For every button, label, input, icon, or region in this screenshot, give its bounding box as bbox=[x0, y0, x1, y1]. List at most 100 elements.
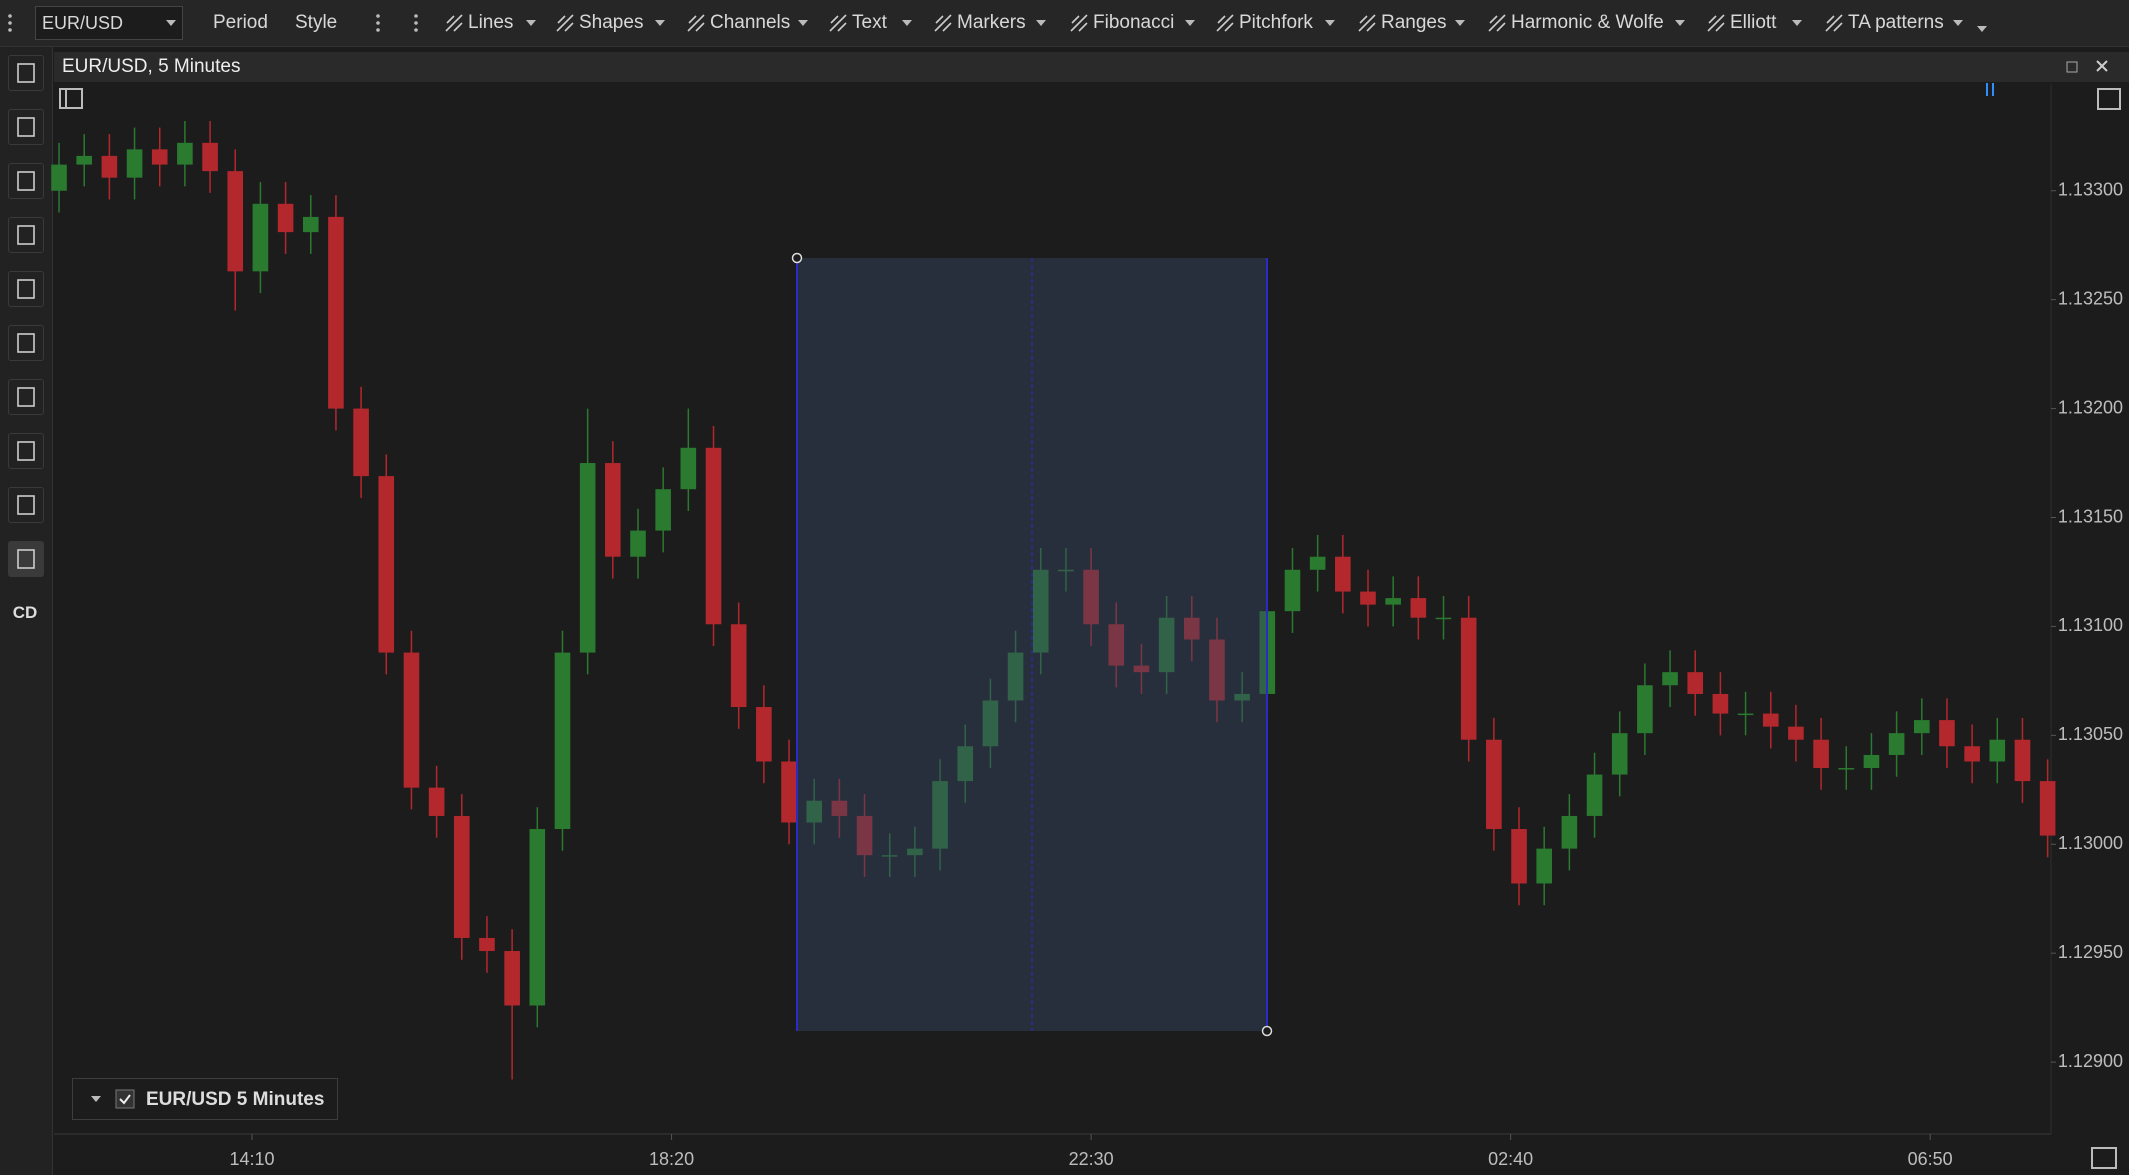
y-tick-label: 1.12950 bbox=[2058, 942, 2123, 962]
panel-icon bbox=[2091, 1147, 2117, 1169]
caret[interactable] bbox=[1953, 20, 1963, 26]
tool-button[interactable] bbox=[8, 217, 44, 253]
candle-body bbox=[982, 700, 999, 747]
dot bbox=[376, 28, 380, 32]
candle-body bbox=[1687, 672, 1704, 694]
tool-button[interactable]: Channels bbox=[710, 12, 791, 33]
candle-body bbox=[1133, 665, 1150, 673]
icon bbox=[17, 333, 35, 353]
tool-button[interactable]: Elliott bbox=[1730, 12, 1777, 33]
y-tick-label: 1.13250 bbox=[2058, 288, 2123, 308]
candle-body bbox=[1083, 569, 1099, 625]
tool-icon bbox=[556, 14, 574, 32]
candle-body bbox=[1183, 617, 1200, 640]
caret[interactable] bbox=[91, 1096, 101, 1102]
tool-button[interactable] bbox=[8, 163, 44, 199]
close[interactable] bbox=[2096, 60, 2108, 72]
dot bbox=[8, 14, 12, 18]
candle-body bbox=[1284, 569, 1301, 612]
candle-body bbox=[1788, 726, 1804, 740]
tool-icon bbox=[1216, 14, 1234, 32]
candle-body bbox=[1259, 611, 1276, 694]
tool-button[interactable]: Pitchfork bbox=[1239, 12, 1313, 33]
candle-body bbox=[1964, 746, 1980, 762]
tool-button[interactable] bbox=[8, 271, 44, 307]
candle-body bbox=[1939, 720, 1955, 747]
tool-icon bbox=[934, 14, 952, 32]
candle-body bbox=[126, 149, 143, 178]
legend-label: EUR/USD 5 Minutes bbox=[146, 1089, 325, 1110]
candle-body bbox=[756, 707, 772, 762]
tool-icon bbox=[1707, 14, 1725, 32]
caret[interactable] bbox=[1185, 20, 1195, 26]
candle-body bbox=[1511, 829, 1527, 884]
dot bbox=[8, 28, 12, 32]
y-tick-label: 1.13000 bbox=[2058, 833, 2123, 853]
tool-button[interactable] bbox=[8, 325, 44, 361]
caret[interactable] bbox=[655, 20, 665, 26]
drawing-toolbar: EUR/USD Period Style Lines Shapes Channels Te… bbox=[0, 0, 2129, 47]
candle-body bbox=[227, 171, 244, 272]
range-handle[interactable] bbox=[1261, 1025, 1273, 1037]
symbol: EUR/USD bbox=[42, 13, 124, 33]
candle-body bbox=[881, 855, 898, 857]
toolbar-button[interactable]: Period bbox=[213, 12, 268, 33]
cd-button[interactable]: CD bbox=[12, 603, 38, 622]
candle-body bbox=[1032, 569, 1049, 653]
maximize[interactable] bbox=[2066, 61, 2078, 73]
icon bbox=[1070, 14, 1088, 32]
symbol-select[interactable]: EUR/USD bbox=[35, 6, 183, 40]
caret[interactable] bbox=[1036, 20, 1046, 26]
tool-button[interactable]: Ranges bbox=[1381, 12, 1447, 33]
menu-dots bbox=[414, 14, 418, 32]
tool-button[interactable]: Lines bbox=[468, 12, 514, 33]
tool-button[interactable]: Text bbox=[852, 12, 887, 33]
caret[interactable] bbox=[798, 20, 808, 26]
candle-body bbox=[907, 848, 923, 856]
candle-body bbox=[328, 216, 344, 409]
caret[interactable] bbox=[1675, 20, 1685, 26]
y-tick-label: 1.13200 bbox=[2058, 397, 2123, 417]
candle-body bbox=[1435, 617, 1452, 620]
icon bbox=[1488, 14, 1506, 32]
tool-button[interactable] bbox=[8, 55, 44, 91]
tool-button[interactable]: Markers bbox=[957, 12, 1026, 33]
range-handle[interactable] bbox=[791, 252, 803, 264]
candle-body bbox=[302, 216, 319, 233]
caret[interactable] bbox=[526, 20, 536, 26]
candle-body bbox=[151, 149, 168, 165]
candle-body bbox=[378, 476, 395, 653]
candle-body bbox=[529, 829, 546, 1006]
caret[interactable] bbox=[1455, 20, 1465, 26]
candle-body bbox=[1335, 556, 1351, 592]
candle-body bbox=[1536, 848, 1553, 884]
candle-body bbox=[2039, 781, 2056, 836]
tool-button[interactable]: TA patterns bbox=[1848, 12, 1944, 33]
caret[interactable] bbox=[902, 20, 912, 26]
tool-button[interactable] bbox=[8, 541, 44, 577]
caret[interactable] bbox=[1792, 20, 1802, 26]
candle-body bbox=[1158, 617, 1175, 673]
tool-button[interactable] bbox=[8, 487, 44, 523]
candle-body bbox=[932, 781, 948, 849]
tool-button[interactable]: Fibonacci bbox=[1093, 12, 1175, 33]
tool-icon bbox=[17, 63, 35, 83]
tool-button[interactable] bbox=[8, 379, 44, 415]
dot bbox=[376, 14, 380, 18]
tool-button[interactable]: Shapes bbox=[579, 12, 644, 33]
caret[interactable] bbox=[1325, 20, 1335, 26]
toolbar-button[interactable]: Style bbox=[295, 12, 338, 33]
candle-body bbox=[655, 489, 671, 531]
y-tick-label: 1.13150 bbox=[2058, 506, 2123, 526]
tool-button[interactable] bbox=[8, 109, 44, 145]
candle-body bbox=[1309, 556, 1326, 570]
tool-button[interactable] bbox=[8, 433, 44, 469]
tool-button[interactable]: Harmonic & Wolfe bbox=[1511, 12, 1664, 33]
side-toolbar: CD bbox=[0, 47, 53, 1175]
icon bbox=[17, 171, 35, 191]
checkbox[interactable] bbox=[115, 1089, 135, 1109]
y-tick-label: 1.12900 bbox=[2058, 1051, 2123, 1071]
candle-body bbox=[705, 447, 722, 625]
icon bbox=[17, 387, 35, 407]
